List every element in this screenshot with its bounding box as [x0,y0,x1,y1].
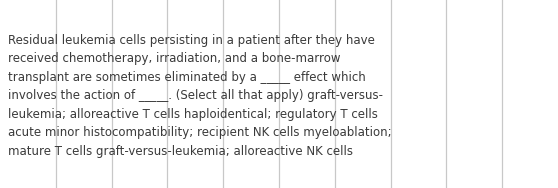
Text: Residual leukemia cells persisting in a patient after they have
received chemoth: Residual leukemia cells persisting in a … [8,34,392,158]
